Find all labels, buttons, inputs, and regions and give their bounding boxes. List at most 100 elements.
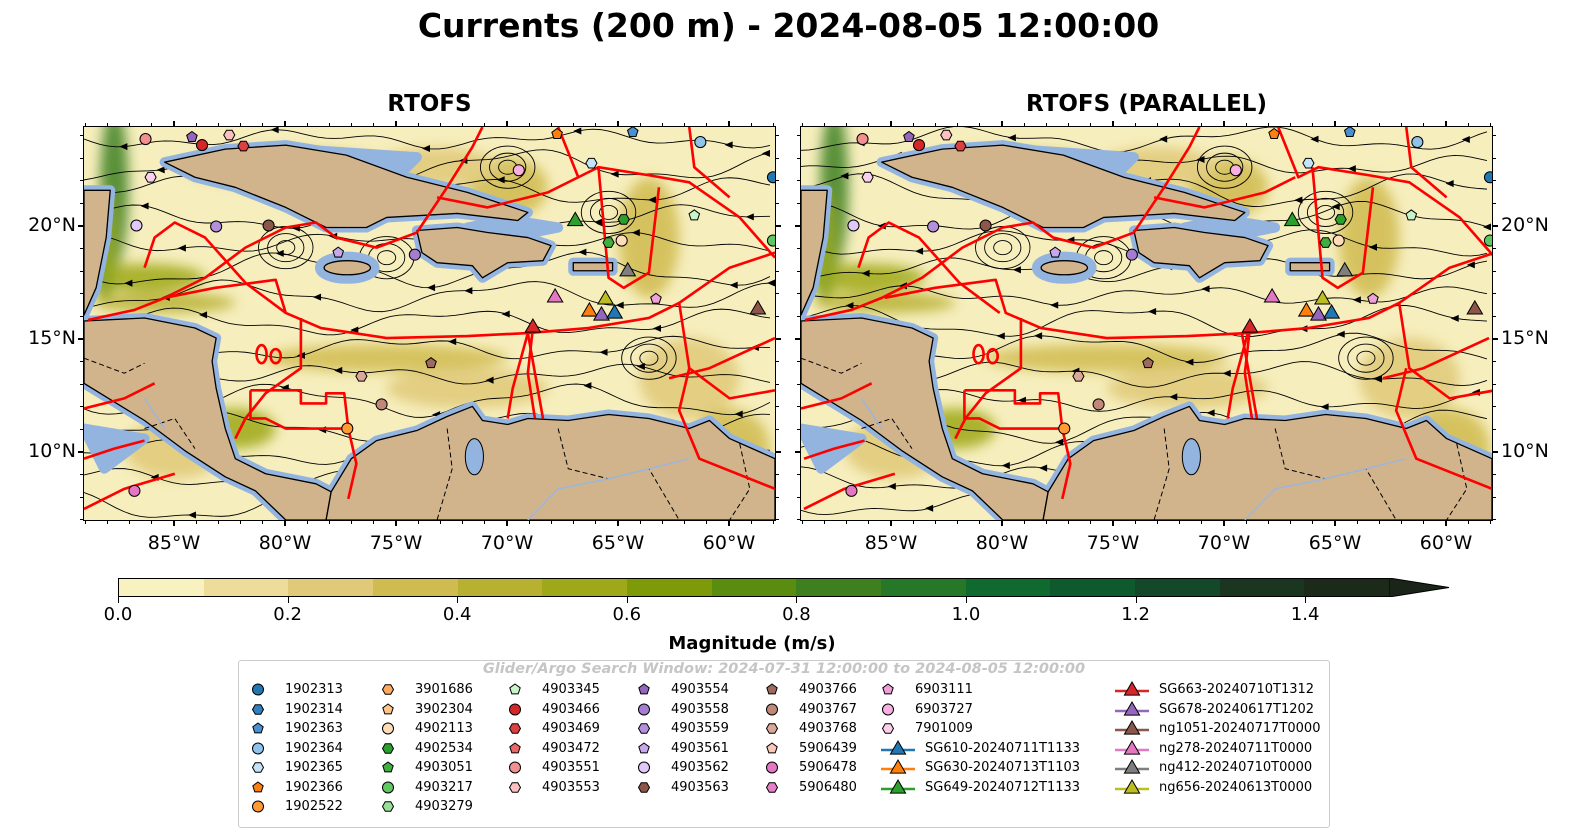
argo-float-marker xyxy=(144,171,157,183)
hexagon-icon xyxy=(508,723,522,734)
glider-marker xyxy=(596,289,615,305)
legend-entry: ng656-20240613T0000 xyxy=(1113,778,1312,797)
hexagon-marker-icon xyxy=(881,723,895,734)
lon-label: 70°W xyxy=(480,532,534,554)
lon-tick xyxy=(217,123,219,127)
flow-arrow xyxy=(1034,332,1043,340)
pentagon-icon xyxy=(882,683,894,695)
argo-float-marker xyxy=(1268,127,1280,139)
flow-arrow xyxy=(1001,462,1010,470)
flow-arrow xyxy=(647,196,656,204)
legend-label: SG678-20240617T1202 xyxy=(1159,701,1315,717)
legend-entry: 4903563 xyxy=(635,778,729,797)
lon-tick xyxy=(306,123,308,127)
lon-tick xyxy=(639,123,641,127)
legend-label: 7901009 xyxy=(915,721,973,736)
flow-arrow xyxy=(496,176,505,184)
legend-entry: 4903279 xyxy=(379,797,473,816)
lon-tick xyxy=(417,123,419,127)
lat-tick xyxy=(1492,270,1496,272)
legend-entry: 4903472 xyxy=(506,739,600,758)
legend-label: 1902314 xyxy=(285,701,343,717)
lon-tick xyxy=(823,520,825,524)
legend-entry: 5906478 xyxy=(763,758,857,777)
streamline xyxy=(801,127,1488,153)
hexagon-marker-icon xyxy=(637,723,651,734)
legend-label: SG663-20240710T1312 xyxy=(1159,682,1315,697)
flow-arrow xyxy=(1352,296,1361,304)
lat-tick xyxy=(775,474,779,476)
glider-marker xyxy=(1323,303,1341,319)
hexagon-icon xyxy=(381,684,395,695)
colorbar-tick-label: 0.2 xyxy=(273,604,302,625)
flow-arrow xyxy=(334,366,343,374)
legend-entry: 1902364 xyxy=(249,739,343,758)
glider-marker xyxy=(546,287,564,303)
lat-tick xyxy=(797,180,801,182)
lon-tick xyxy=(1312,520,1314,524)
flow-arrow xyxy=(887,482,896,490)
hexagon-marker-icon xyxy=(251,703,265,715)
lat-tick xyxy=(78,225,84,227)
lon-tick xyxy=(750,123,752,127)
argo-float-marker xyxy=(237,140,250,152)
legend-label: 4903051 xyxy=(415,760,473,775)
colorbar-tick-label: 0.6 xyxy=(612,604,642,625)
colorbar-label: Magnitude (m/s) xyxy=(668,633,836,654)
lat-tick xyxy=(1492,157,1496,159)
lon-tick xyxy=(240,123,242,127)
lat-tick xyxy=(1492,361,1496,363)
colorbar-tick xyxy=(457,597,459,603)
lat-tick xyxy=(1492,474,1496,476)
lon-tick xyxy=(1401,123,1403,127)
hexagon-icon xyxy=(637,723,651,734)
pentagon-marker-icon xyxy=(766,683,778,695)
lon-label: 70°W xyxy=(1197,532,1251,554)
argo-float-marker xyxy=(626,127,639,137)
flow-arrow xyxy=(421,144,431,153)
hexagon-marker-icon xyxy=(765,723,779,734)
lon-tick xyxy=(573,123,575,127)
flow-arrow xyxy=(578,248,587,256)
flow-arrow xyxy=(1012,266,1021,274)
argo-float-marker xyxy=(954,140,967,152)
flow-arrow xyxy=(840,172,849,180)
legend-label: 5906480 xyxy=(799,779,857,795)
triangle-marker-icon xyxy=(1115,681,1149,696)
lon-tick xyxy=(1001,121,1003,127)
lon-tick xyxy=(106,520,108,524)
legend-label: ng278-20240711T0000 xyxy=(1159,740,1313,756)
triangle-marker-icon xyxy=(1115,759,1149,774)
colorbar-bin xyxy=(288,579,374,596)
legend-entry: 4903767 xyxy=(763,700,857,719)
colorbar-extend-arrow xyxy=(1389,578,1450,597)
lon-tick xyxy=(728,520,730,526)
flow-arrow xyxy=(724,141,733,149)
colorbar-bin xyxy=(881,579,966,596)
pentagon-marker-icon xyxy=(882,683,894,695)
flow-arrow xyxy=(350,326,359,334)
hexagon-icon xyxy=(381,742,395,754)
lat-tick xyxy=(1492,383,1496,385)
circle-icon xyxy=(382,781,394,793)
lat-tick xyxy=(775,406,779,408)
colorbar-tick-label: 0.4 xyxy=(442,604,472,625)
legend-entry: SG610-20240711T1133 xyxy=(879,739,1080,758)
lon-tick xyxy=(1445,520,1447,526)
lon-tick xyxy=(1312,123,1314,127)
lon-tick xyxy=(868,123,870,127)
lon-tick xyxy=(1045,123,1047,127)
argo-float-marker xyxy=(223,129,236,141)
hexagon-icon xyxy=(251,762,265,773)
glider-marker xyxy=(1241,317,1259,333)
eddy-streamline xyxy=(267,233,305,263)
triangle-marker-icon xyxy=(1115,720,1149,735)
lon-tick xyxy=(328,520,330,524)
lon-tick xyxy=(439,520,441,524)
lat-tick xyxy=(775,496,779,498)
legend-entry: 4903469 xyxy=(506,719,600,738)
eddy-streamline xyxy=(630,343,668,373)
legend-entry: 4903554 xyxy=(635,680,729,699)
flow-arrow xyxy=(124,279,133,287)
argo-float-marker xyxy=(375,398,388,411)
